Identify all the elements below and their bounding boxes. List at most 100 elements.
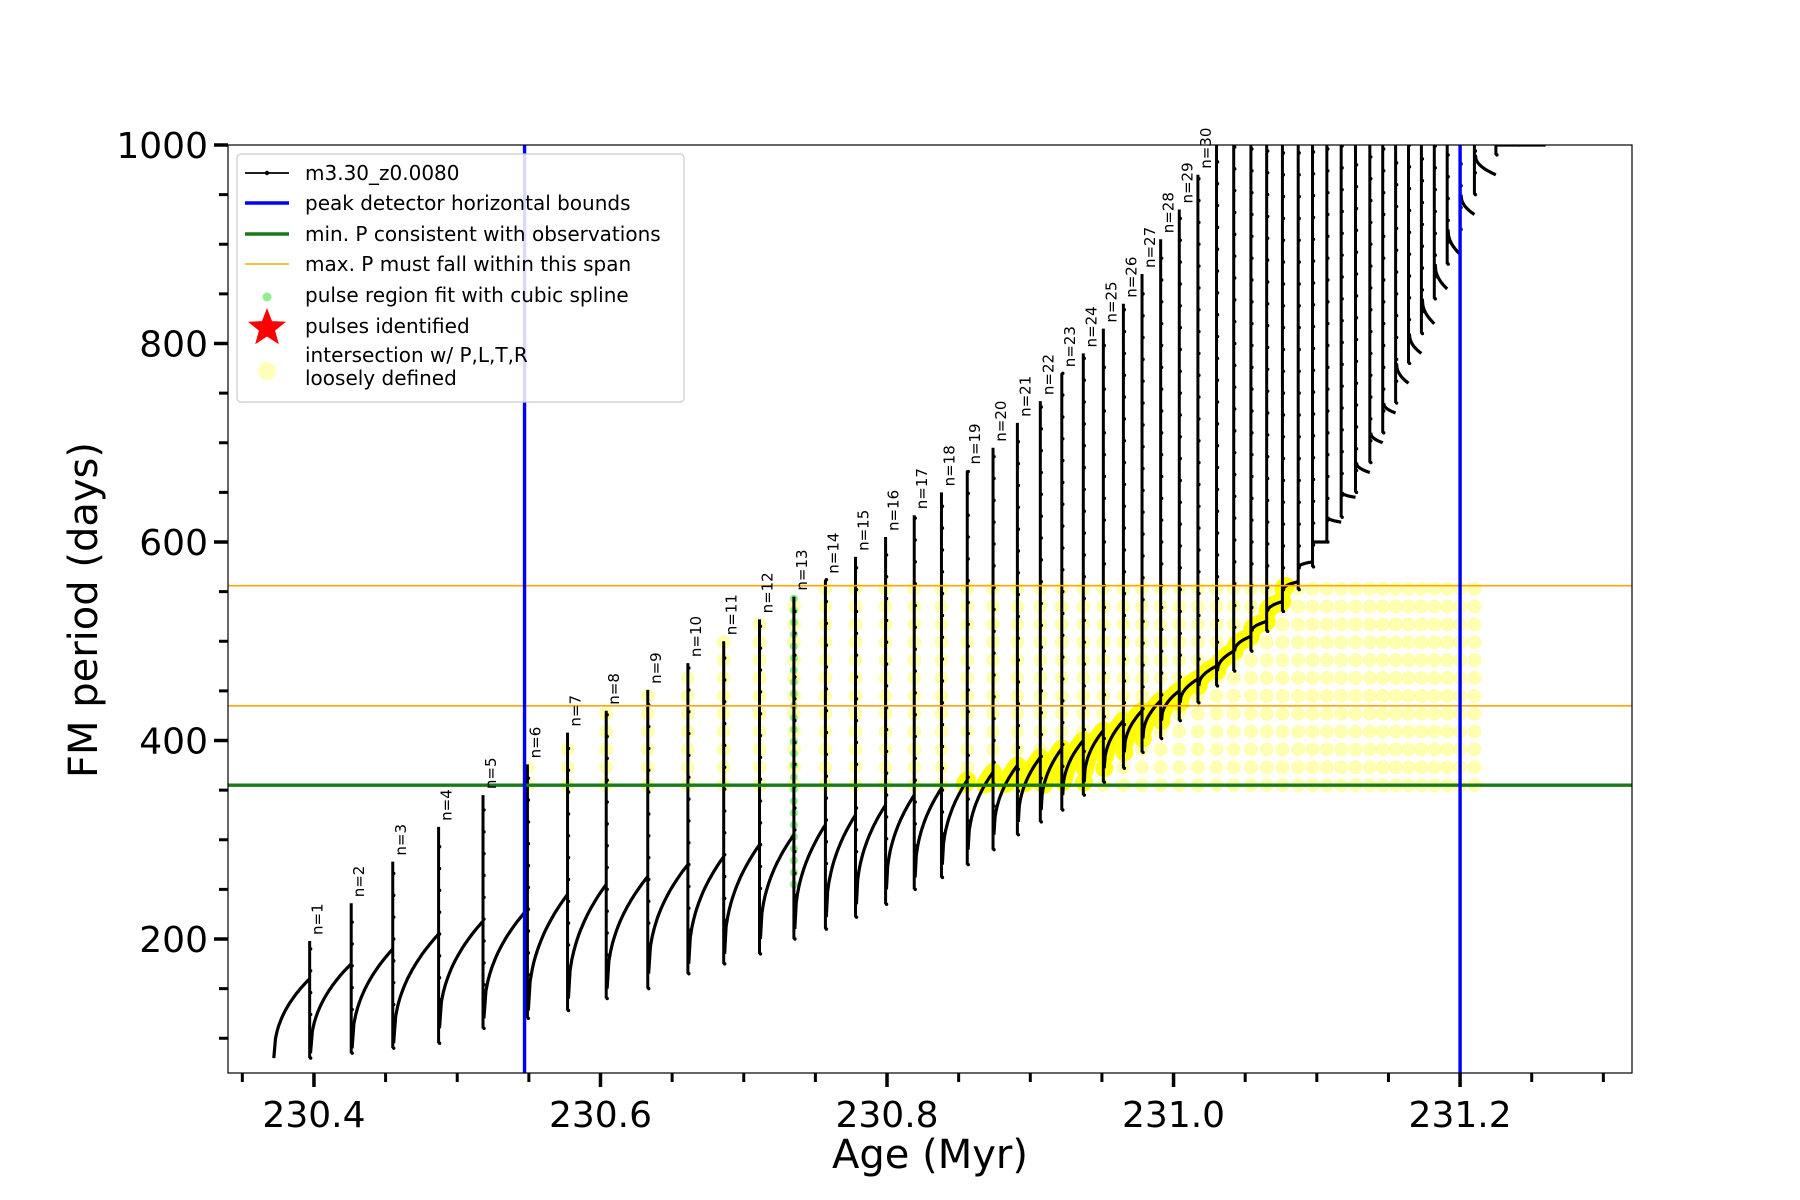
series-point [1178, 587, 1182, 592]
intersection-point [1388, 635, 1403, 650]
series-point [1326, 147, 1330, 151]
intersection-point [1334, 688, 1349, 703]
pulse-label: n=2 [350, 866, 368, 898]
intersection-point [1401, 706, 1416, 721]
intersection-point [1305, 599, 1320, 614]
intersection-point [1226, 706, 1241, 721]
series-point [605, 931, 609, 935]
series-point [884, 662, 889, 666]
intersection-point [1259, 688, 1274, 703]
series-point [350, 920, 354, 924]
intersection-point [1334, 742, 1349, 757]
series-point [1394, 357, 1399, 362]
intersection-point [1305, 581, 1320, 596]
series-point [1233, 210, 1237, 215]
series-point [1082, 727, 1086, 732]
series-point [793, 937, 797, 941]
series-point [566, 768, 571, 772]
series-point [1394, 379, 1399, 383]
series-point [1382, 431, 1386, 435]
series-point [758, 733, 763, 738]
series-point [1281, 151, 1286, 155]
legend-star-icon [248, 308, 286, 345]
series-point [1326, 212, 1330, 217]
legend-item: pulse region fit with cubic spline [262, 283, 629, 307]
series-point [992, 716, 996, 721]
series-point [1039, 580, 1044, 584]
series-point [966, 797, 970, 801]
intersection-point [1401, 653, 1416, 668]
series-point [1265, 629, 1270, 634]
series-segment [437, 920, 485, 1029]
series-point [1061, 633, 1065, 638]
series-point [1233, 341, 1237, 346]
series-point [966, 775, 970, 779]
series-point [1215, 160, 1220, 164]
series-point [1141, 597, 1145, 602]
series-point [1297, 304, 1301, 308]
series-point [687, 797, 691, 801]
series-point [992, 760, 996, 765]
series-segment [1159, 689, 1181, 721]
series-segment [687, 855, 726, 964]
series-point [1233, 319, 1237, 324]
intersection-point [1388, 742, 1403, 757]
series-segment [1141, 699, 1162, 739]
series-point [854, 675, 859, 679]
series-point [884, 793, 889, 797]
series-point [687, 688, 691, 692]
intersection-point [1259, 635, 1274, 650]
series-segment [1233, 634, 1252, 652]
series-point [722, 743, 727, 748]
series-point [1382, 256, 1386, 260]
series-point [1016, 592, 1021, 597]
series-point [605, 822, 609, 826]
series-point [758, 777, 763, 781]
series-point [884, 815, 889, 819]
series-point [913, 822, 917, 826]
series-point [1382, 409, 1386, 413]
series-point [1394, 248, 1399, 252]
series-point [1311, 193, 1316, 198]
series-point [1326, 278, 1330, 282]
series-point [1102, 387, 1107, 391]
series-point [1197, 395, 1201, 399]
series-point [437, 932, 442, 936]
series-point [1297, 260, 1301, 264]
series-point [884, 706, 889, 710]
series-point [308, 1056, 313, 1060]
series-point [1233, 385, 1237, 389]
series-point [1039, 448, 1044, 453]
series-point [940, 744, 945, 749]
series-segment [1354, 462, 1371, 475]
series-point [1178, 718, 1182, 723]
intersection-point [1319, 653, 1334, 668]
pulse-label: n=4 [438, 789, 456, 821]
series-point [1061, 502, 1065, 506]
series-point [1016, 461, 1021, 466]
series-point [1082, 356, 1086, 361]
series-point [1122, 482, 1127, 487]
series-point [1433, 209, 1437, 214]
series-point [350, 985, 354, 990]
pulse-label: n=29 [1178, 162, 1196, 203]
series-point [1394, 401, 1399, 405]
intersection-point [1427, 617, 1442, 632]
series-point [1159, 474, 1164, 479]
series-point [1141, 663, 1145, 667]
series-point [1281, 260, 1286, 264]
series-point [1433, 297, 1437, 301]
series-point [1265, 520, 1270, 524]
series-point [687, 710, 691, 714]
series-point [1420, 200, 1425, 205]
series-point [824, 840, 829, 844]
series-point [758, 843, 763, 847]
series-point [722, 787, 727, 791]
series-point [1250, 234, 1254, 239]
intersection-point [1427, 635, 1442, 650]
series-point [1297, 544, 1301, 548]
intersection-point [1414, 742, 1429, 757]
series-point [1326, 256, 1330, 260]
series-point [1215, 313, 1220, 317]
series-point [1407, 186, 1412, 191]
